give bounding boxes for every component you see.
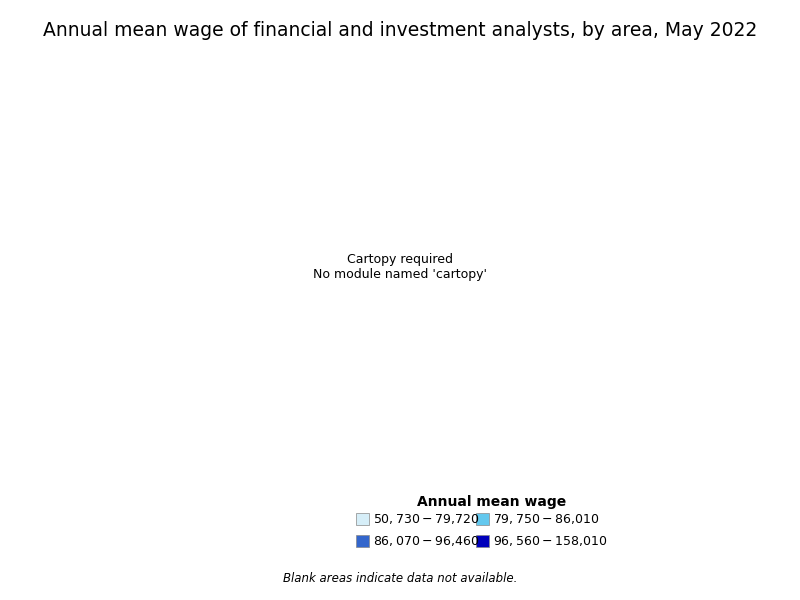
Text: Annual mean wage of financial and investment analysts, by area, May 2022: Annual mean wage of financial and invest…: [43, 21, 757, 40]
Text: Annual mean wage: Annual mean wage: [418, 495, 566, 509]
Text: Blank areas indicate data not available.: Blank areas indicate data not available.: [283, 572, 517, 585]
Text: $96,560 - $158,010: $96,560 - $158,010: [493, 534, 607, 548]
Text: $86,070 - $96,460: $86,070 - $96,460: [373, 534, 479, 548]
Text: $79,750 - $86,010: $79,750 - $86,010: [493, 512, 599, 526]
Text: Cartopy required
No module named 'cartopy': Cartopy required No module named 'cartop…: [313, 253, 487, 281]
Text: $50,730 - $79,720: $50,730 - $79,720: [373, 512, 479, 526]
